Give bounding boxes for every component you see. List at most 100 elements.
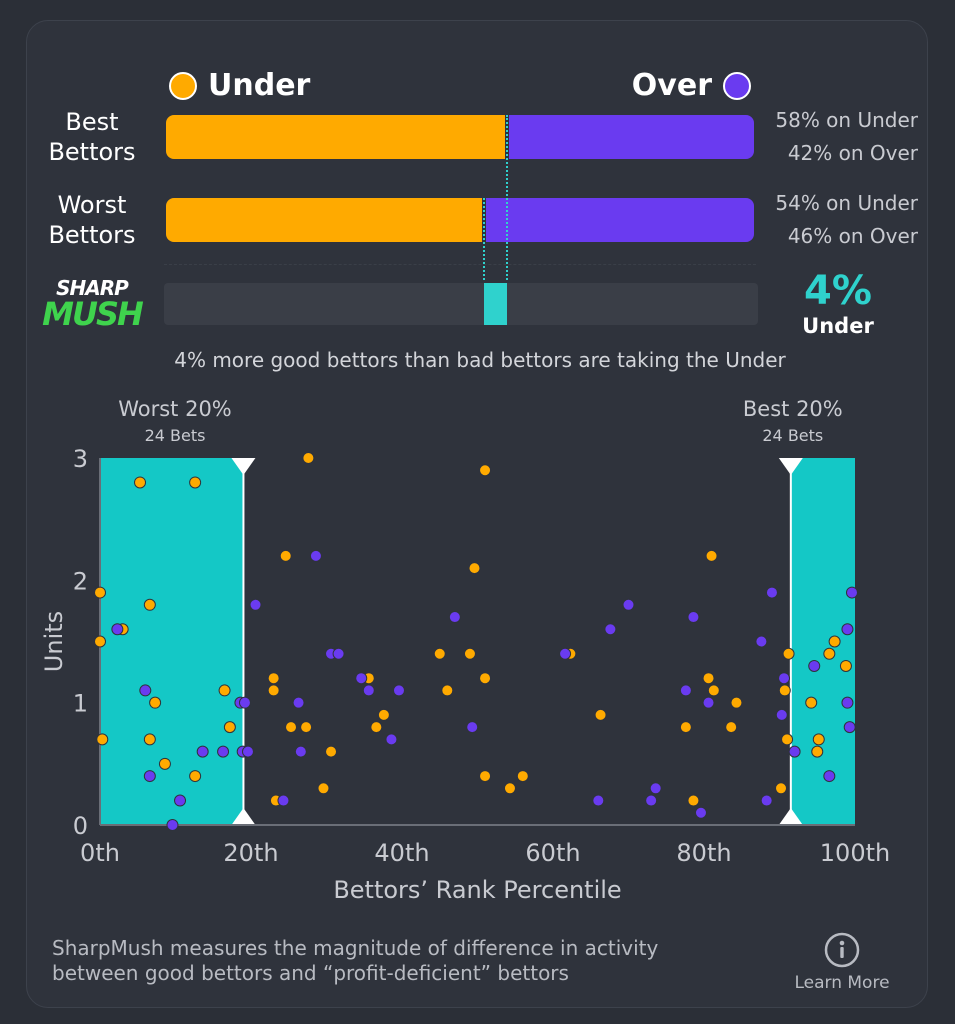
over-point xyxy=(143,770,156,783)
under-point xyxy=(267,672,280,685)
difference-track xyxy=(164,283,758,325)
under-point xyxy=(325,745,338,758)
under-point xyxy=(317,782,330,795)
under-point xyxy=(503,782,516,795)
under-point xyxy=(158,757,171,770)
under-point xyxy=(279,549,292,562)
over-point xyxy=(277,794,290,807)
zone-top-marker xyxy=(231,458,256,475)
under-point xyxy=(433,647,446,660)
x-tick-label: 20th xyxy=(223,839,278,867)
under-point xyxy=(441,684,454,697)
under-point xyxy=(811,745,824,758)
over-point xyxy=(808,659,821,672)
zone-band xyxy=(790,458,855,825)
under-point xyxy=(285,721,298,734)
difference-side: Under xyxy=(802,314,874,338)
over-dot-icon xyxy=(723,72,751,100)
row-best-label: Best Bettors xyxy=(48,108,136,166)
over-point xyxy=(355,672,368,685)
x-tick-label: 40th xyxy=(374,839,429,867)
zone-bottom-marker xyxy=(231,808,256,825)
under-point xyxy=(468,562,481,575)
under-point xyxy=(189,770,202,783)
zone-sublabel: 24 Bets xyxy=(145,426,206,445)
over-point xyxy=(592,794,605,807)
under-point xyxy=(805,696,818,709)
under-dot-icon xyxy=(169,72,197,100)
over-point xyxy=(841,696,854,709)
under-point xyxy=(828,635,841,648)
over-point xyxy=(843,721,856,734)
under-point xyxy=(687,794,700,807)
zone-label: Best 20% xyxy=(743,397,843,421)
x-tick-label: 0th xyxy=(80,839,120,867)
info-icon[interactable] xyxy=(824,932,860,968)
zone-sublabel: 24 Bets xyxy=(762,426,823,445)
over-point xyxy=(788,745,801,758)
under-point xyxy=(778,684,791,697)
under-point xyxy=(218,684,231,697)
learn-more-link[interactable]: Learn More xyxy=(794,973,890,993)
x-tick-label: 60th xyxy=(525,839,580,867)
y-tick-label: 3 xyxy=(73,445,88,473)
over-point xyxy=(385,733,398,746)
over-point xyxy=(111,623,124,636)
over-point xyxy=(755,635,768,648)
difference-caption: 4% more good bettors than bad bettors ar… xyxy=(174,348,786,372)
under-point xyxy=(679,721,692,734)
under-point xyxy=(823,647,836,660)
over-point xyxy=(649,782,662,795)
over-point xyxy=(559,647,572,660)
under-point xyxy=(594,708,607,721)
over-point xyxy=(292,696,305,709)
over-point xyxy=(622,598,635,611)
over-point xyxy=(241,745,254,758)
under-point xyxy=(839,659,852,672)
over-point xyxy=(362,684,375,697)
y-tick-label: 0 xyxy=(73,812,88,840)
difference-value: 4% xyxy=(804,268,872,314)
under-point xyxy=(143,733,156,746)
best-split-guide xyxy=(506,115,509,280)
under-point xyxy=(479,672,492,685)
under-point xyxy=(775,782,788,795)
under-point xyxy=(705,549,718,562)
under-point xyxy=(149,696,162,709)
worst-split-guide xyxy=(482,198,485,280)
under-point xyxy=(812,733,825,746)
footer-description: SharpMush measures the magnitude of diff… xyxy=(52,936,659,985)
under-point xyxy=(94,586,106,599)
over-point xyxy=(196,745,209,758)
over-point xyxy=(332,647,345,660)
dashed-divider xyxy=(164,264,756,265)
over-point xyxy=(694,806,707,819)
under-point xyxy=(370,721,383,734)
under-point xyxy=(730,696,743,709)
over-point xyxy=(217,745,230,758)
under-point xyxy=(302,452,315,464)
over-point xyxy=(392,684,405,697)
under-point xyxy=(479,770,492,783)
over-point xyxy=(845,586,858,599)
under-point xyxy=(463,647,476,660)
over-point xyxy=(249,598,262,611)
difference-bar xyxy=(483,283,508,325)
worst-over-segment xyxy=(485,198,754,242)
y-tick-label: 2 xyxy=(73,567,88,595)
best-under-segment xyxy=(166,115,506,159)
x-axis-title: Bettors’ Rank Percentile xyxy=(333,876,621,904)
y-tick-label: 1 xyxy=(73,690,88,718)
over-point xyxy=(760,794,773,807)
over-point xyxy=(466,721,479,734)
over-point xyxy=(604,623,617,636)
zone-bottom-marker xyxy=(778,808,803,825)
y-axis-title: Units xyxy=(40,611,68,672)
over-point xyxy=(139,684,152,697)
over-point xyxy=(294,745,307,758)
under-point xyxy=(189,476,202,489)
over-label: Over xyxy=(631,68,712,103)
over-point xyxy=(823,770,836,783)
under-point xyxy=(134,476,147,489)
over-point xyxy=(765,586,778,599)
